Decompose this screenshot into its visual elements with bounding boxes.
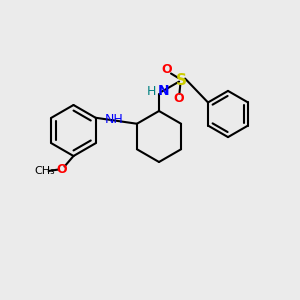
Text: CH₃: CH₃ [34, 166, 56, 176]
Text: O: O [161, 63, 172, 76]
Text: O: O [56, 163, 67, 176]
Text: O: O [173, 92, 184, 106]
Text: NH: NH [104, 113, 123, 126]
Text: H: H [147, 85, 156, 98]
Text: N: N [158, 85, 169, 98]
Text: S: S [176, 73, 187, 88]
